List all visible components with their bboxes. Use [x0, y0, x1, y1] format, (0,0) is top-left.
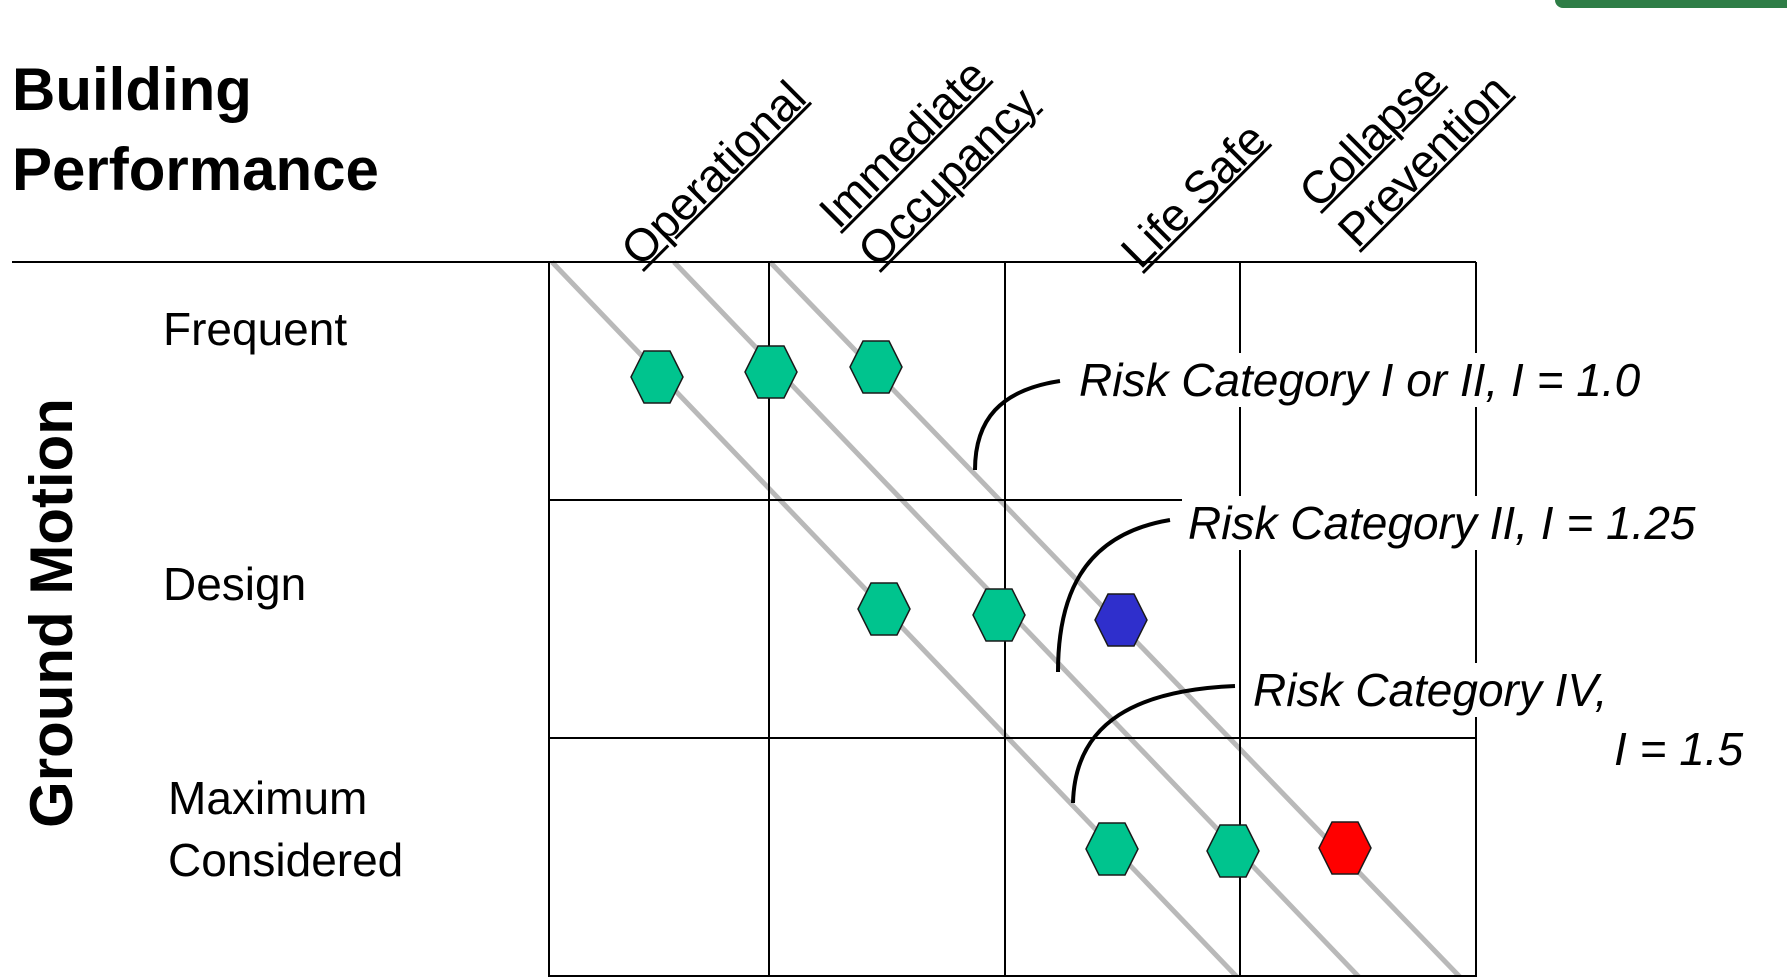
corner-tab-decoration — [1555, 0, 1787, 8]
hexagon-marker-frequent-operational — [630, 350, 684, 404]
title-performance: Performance — [12, 136, 379, 203]
callout-risk-category-2: Risk Category II, I = 1.25 — [1182, 496, 1702, 550]
hexagon-marker-design-immediate — [857, 582, 911, 636]
callout-risk-category-1: Risk Category I or II, I = 1.0 — [1073, 353, 1647, 407]
callout-risk-category-4-line1: Risk Category IV, — [1247, 663, 1668, 717]
row-label-frequent: Frequent — [163, 303, 348, 355]
hexagon-marker-mce-collapse — [1206, 824, 1260, 878]
hexagon-marker-frequent-immediate-2 — [849, 340, 903, 394]
row-label-maximum: Maximum — [168, 772, 368, 824]
row-label-considered: Considered — [168, 834, 404, 886]
hexagon-marker-design-lifesafe — [972, 588, 1026, 642]
hexagon-marker-design-lifesafe-2 — [1094, 593, 1148, 647]
hexagon-marker-mce-collapse-2 — [1318, 821, 1372, 875]
row-label-design: Design — [163, 558, 307, 610]
callout-risk-category-4-line2: I = 1.5 — [1614, 723, 1744, 775]
leader-curve-risk-1 — [973, 379, 1061, 471]
hexagon-marker-mce-lifesafe — [1085, 822, 1139, 876]
leader-curve-risk-3 — [1071, 684, 1236, 804]
hexagon-marker-frequent-immediate — [744, 345, 798, 399]
marker-group — [630, 340, 1372, 878]
leader-curve-risk-2 — [1056, 518, 1171, 673]
title-building: Building — [12, 56, 252, 123]
